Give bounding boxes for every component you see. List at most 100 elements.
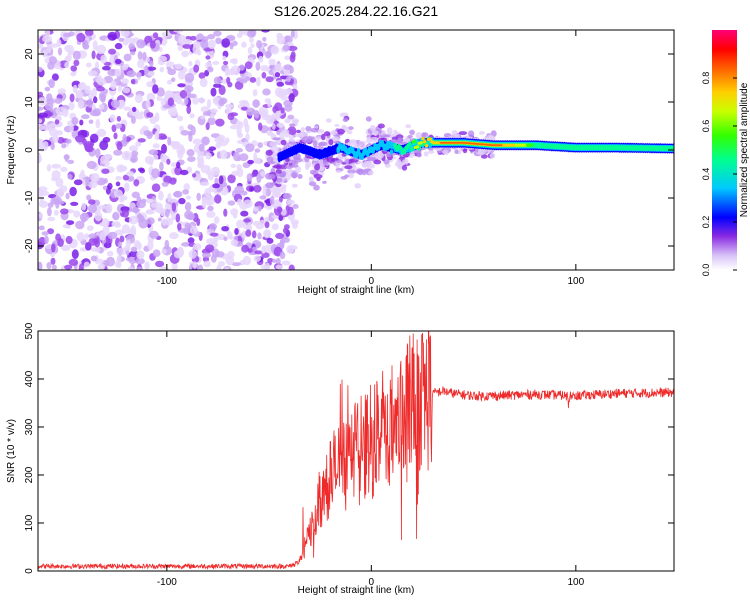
- heatmap-cell: [422, 140, 427, 144]
- heatmap-cell: [230, 208, 239, 216]
- y-tick-label: 300: [24, 418, 35, 435]
- heatmap-cell: [242, 199, 253, 208]
- heatmap-cell: [38, 186, 48, 192]
- heatmap-cell: [88, 204, 97, 214]
- heatmap-cell: [247, 159, 255, 165]
- heatmap-cell: [211, 166, 220, 176]
- heatmap-cell: [222, 55, 227, 61]
- heatmap-cell: [165, 61, 175, 68]
- x-tick-label: 100: [567, 577, 584, 588]
- heatmap-cell: [111, 124, 117, 133]
- heatmap-cell: [99, 231, 107, 241]
- heatmap-cell: [66, 220, 75, 226]
- heatmap-cell: [135, 114, 144, 120]
- heatmap-cell: [265, 182, 274, 189]
- heatmap-cell: [410, 146, 414, 152]
- heatmap-cell: [377, 123, 385, 129]
- heatmap-cell: [144, 65, 149, 75]
- heatmap-cell: [146, 112, 154, 118]
- heatmap-cell: [404, 158, 409, 165]
- y-tick-label: 100: [24, 514, 35, 531]
- heatmap-cell: [294, 161, 299, 165]
- heatmap-cell: [261, 252, 270, 258]
- heatmap-cell: [264, 98, 270, 104]
- heatmap-cell: [167, 97, 175, 107]
- heatmap-cell: [99, 140, 109, 151]
- heatmap-cell: [144, 261, 150, 270]
- heatmap-cell: [227, 112, 235, 121]
- heatmap-cell: [38, 124, 45, 131]
- heatmap-cell: [166, 158, 171, 165]
- heatmap-cell: [408, 141, 412, 147]
- heatmap-cell: [223, 236, 228, 241]
- snr-ticks: -100 0 100 0 100 200 300 400 500: [24, 322, 674, 588]
- heatmap-cell: [93, 96, 98, 104]
- heatmap-cell: [79, 119, 84, 126]
- heatmap-cell: [110, 80, 117, 91]
- heatmap-cell: [189, 225, 198, 235]
- heatmap-cell: [198, 72, 206, 79]
- heatmap-cell: [261, 30, 270, 33]
- heatmap-cell: [268, 173, 276, 180]
- heatmap-cell: [283, 64, 293, 70]
- heatmap-cell: [178, 197, 186, 205]
- heatmap-cell: [96, 44, 107, 55]
- heatmap-cell: [111, 221, 117, 227]
- heatmap-cell: [272, 137, 281, 141]
- heatmap-cell: [177, 83, 186, 88]
- heatmap-cell: [157, 55, 168, 62]
- heatmap-cell: [415, 145, 420, 149]
- heatmap-cell: [236, 164, 242, 171]
- heatmap-cell: [167, 136, 172, 146]
- heatmap-cell: [280, 95, 288, 101]
- heatmap-cell: [210, 87, 217, 97]
- heatmap-cell: [280, 172, 286, 177]
- heatmap-cell: [218, 139, 228, 147]
- heatmap-cell: [207, 39, 216, 50]
- heatmap-cell: [115, 58, 122, 65]
- heatmap-cell: [326, 157, 336, 163]
- heatmap-cell: [252, 220, 261, 227]
- heatmap-cell: [291, 221, 298, 229]
- heatmap-cell: [51, 170, 61, 180]
- heatmap-cell: [223, 60, 229, 66]
- colorbar-gradient: [712, 30, 737, 270]
- heatmap-cell: [113, 132, 118, 140]
- heatmap-cell: [249, 77, 257, 83]
- heatmap-cell: [135, 242, 142, 250]
- heatmap-cell: [238, 100, 249, 105]
- heatmap-cell: [47, 216, 56, 222]
- heatmap-cell: [72, 50, 81, 60]
- heatmap-cell: [264, 221, 270, 229]
- heatmap-cell: [62, 224, 71, 229]
- heatmap-cell: [56, 187, 65, 198]
- heatmap-cell: [38, 106, 44, 111]
- heatmap-cell: [210, 108, 218, 113]
- heatmap-cell: [289, 53, 296, 63]
- heatmap-cell: [122, 134, 127, 144]
- heatmap-cell: [314, 125, 319, 129]
- heatmap-cell: [186, 149, 195, 157]
- heatmap-cell: [51, 163, 62, 169]
- heatmap-cell: [187, 213, 195, 221]
- heatmap-cell: [231, 262, 242, 267]
- heatmap-cell: [158, 190, 164, 201]
- heatmap-cell: [87, 180, 98, 189]
- heatmap-cell: [237, 132, 244, 139]
- heatmap-cell: [106, 256, 115, 267]
- heatmap-cell: [188, 132, 193, 142]
- heatmap-cell: [284, 118, 291, 124]
- heatmap-cell: [121, 150, 132, 161]
- heatmap-cell: [206, 169, 212, 176]
- heatmap-cell: [203, 260, 211, 268]
- heatmap-cell: [89, 133, 99, 143]
- x-tick-label: 0: [369, 577, 375, 588]
- heatmap-cell: [95, 247, 101, 253]
- heatmap-cell: [214, 177, 219, 185]
- heatmap-cell: [100, 155, 110, 165]
- heatmap-cell: [77, 99, 85, 109]
- heatmap-cell: [405, 124, 411, 129]
- heatmap-cell: [382, 134, 391, 138]
- heatmap-cell: [204, 188, 212, 198]
- heatmap-cell: [256, 76, 261, 87]
